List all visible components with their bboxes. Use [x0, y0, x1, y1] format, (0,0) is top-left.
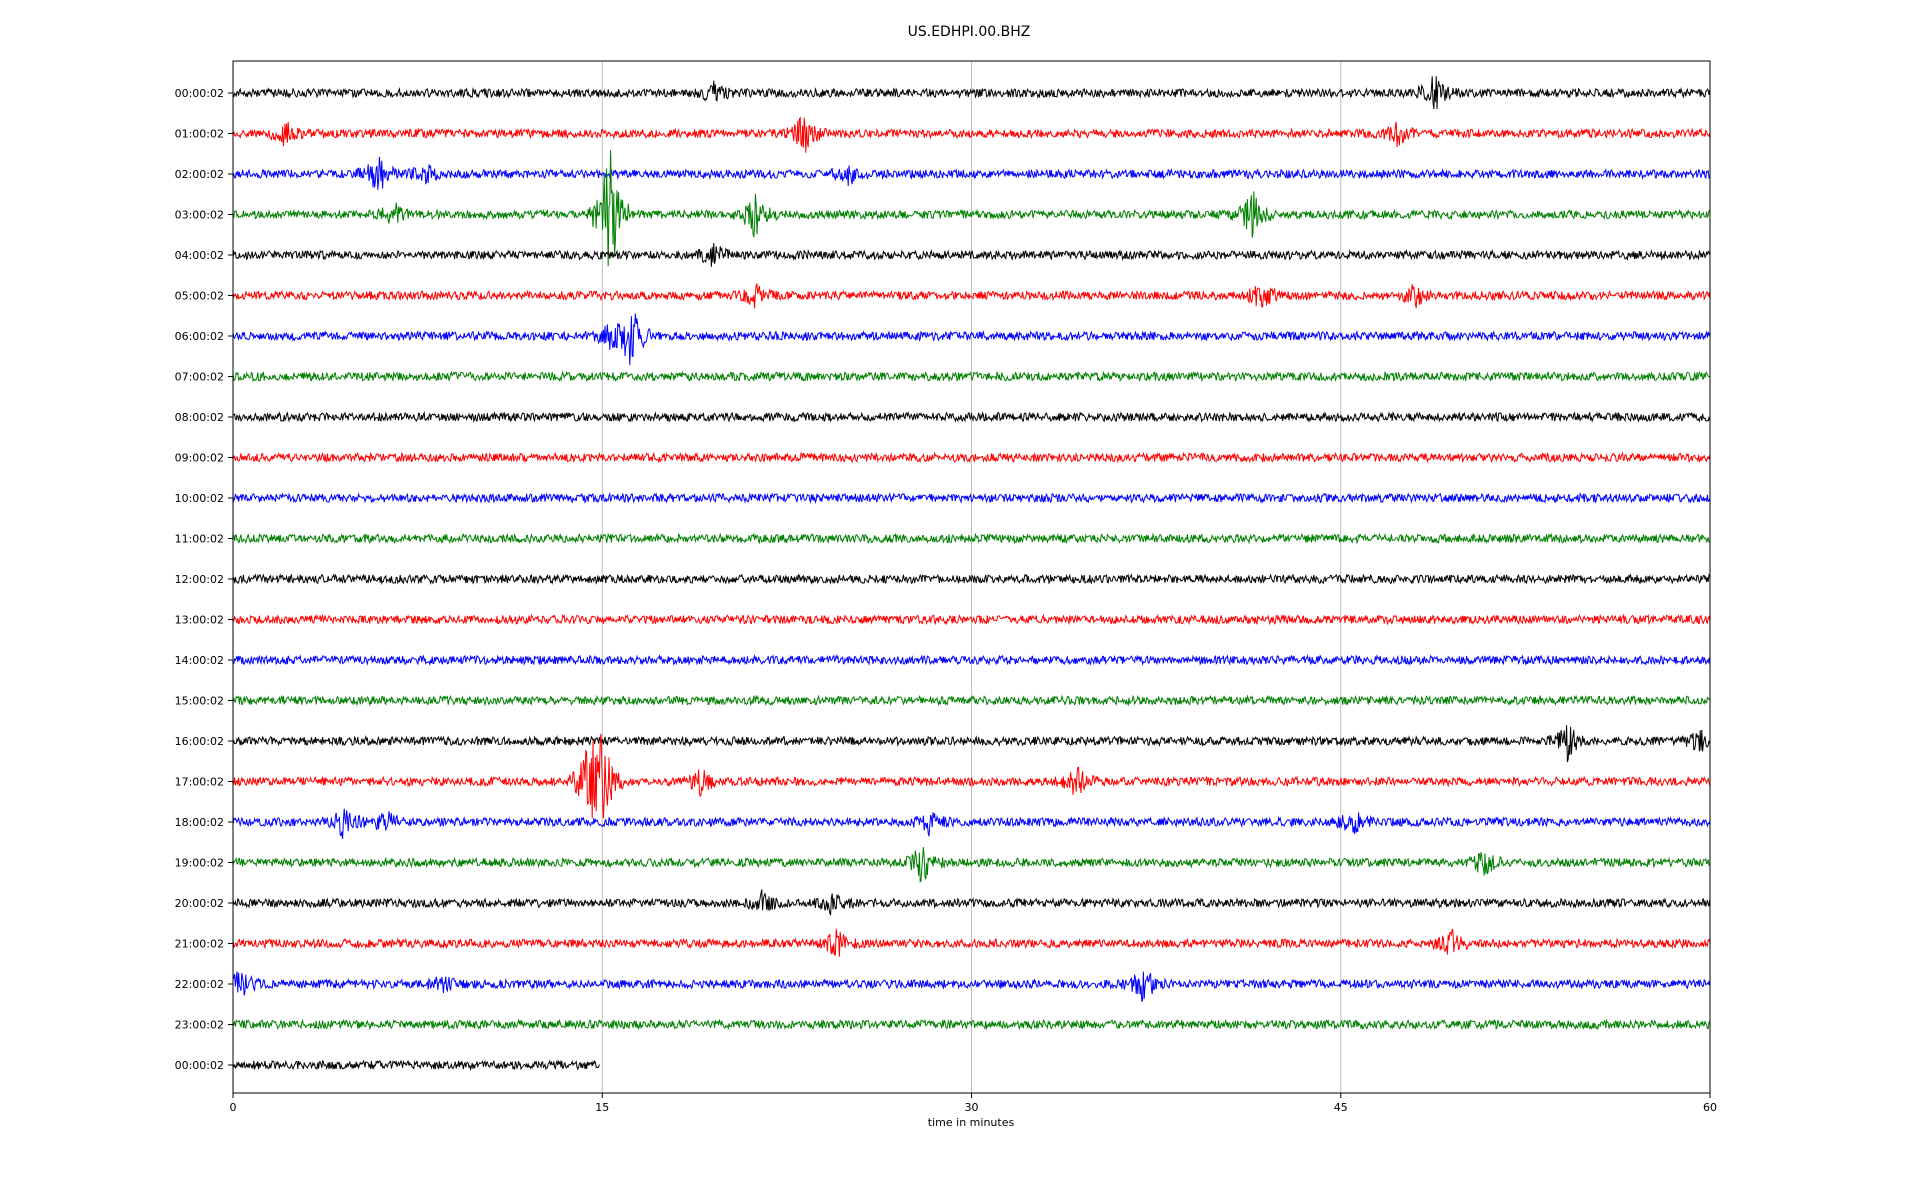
- y-tick-label: 19:00:02: [175, 857, 224, 870]
- trace-row-21: [232, 928, 1711, 957]
- y-tick-label: 00:00:02: [175, 87, 224, 100]
- trace-row-19: [232, 847, 1711, 883]
- x-tick-label: 30: [965, 1101, 979, 1114]
- trace-series: [232, 76, 1711, 1072]
- x-axis-label: time in minutes: [928, 1116, 1015, 1129]
- y-tick-label: 14:00:02: [175, 654, 224, 667]
- trace-row-7: [232, 370, 1711, 383]
- y-tick-label: 04:00:02: [175, 249, 224, 262]
- trace-row-9: [232, 451, 1711, 464]
- plot-frame: [232, 60, 1711, 1094]
- trace-row-17: [233, 733, 1711, 819]
- y-tick-label: 05:00:02: [175, 290, 224, 303]
- trace-row-0: [232, 76, 1711, 110]
- y-tick-label: 09:00:02: [175, 452, 224, 465]
- chart-title: US.EDHPI.00.BHZ: [908, 24, 1031, 40]
- trace-row-16: [232, 725, 1711, 763]
- trace-row-12: [232, 573, 1711, 586]
- y-tick-label: 10:00:02: [175, 492, 224, 505]
- y-tick-label: 21:00:02: [175, 938, 224, 951]
- trace-row-8: [232, 410, 1711, 423]
- y-tick-label: 20:00:02: [175, 897, 224, 910]
- x-tick-label: 45: [1334, 1101, 1348, 1114]
- y-tick-label: 17:00:02: [175, 776, 224, 789]
- y-tick-label: 12:00:02: [175, 573, 224, 586]
- trace-row-3: [233, 149, 1711, 267]
- trace-row-24: [232, 1059, 600, 1072]
- y-axis-ticks: 00:00:02 01:00:02 02:00:02 03:00:02 04:00:02…: [175, 87, 233, 1072]
- x-tick-label: 15: [595, 1101, 609, 1114]
- trace-row-14: [232, 653, 1711, 667]
- x-tick-label: 0: [230, 1101, 237, 1114]
- y-tick-label: 01:00:02: [175, 128, 224, 141]
- trace-row-23: [232, 1018, 1711, 1031]
- trace-row-5: [232, 282, 1711, 309]
- trace-row-2: [232, 156, 1711, 190]
- trace-row-11: [232, 532, 1710, 545]
- y-tick-label: 16:00:02: [175, 735, 224, 748]
- y-tick-label: 13:00:02: [175, 614, 224, 627]
- y-tick-label: 11:00:02: [175, 533, 224, 546]
- y-tick-label: 18:00:02: [175, 816, 224, 829]
- y-tick-label: 23:00:02: [175, 1019, 224, 1032]
- x-tick-label: 60: [1703, 1101, 1717, 1114]
- y-tick-label: 07:00:02: [175, 371, 224, 384]
- trace-row-18: [232, 808, 1711, 839]
- y-tick-label: 00:00:02: [175, 1059, 224, 1072]
- y-tick-label: 06:00:02: [175, 330, 224, 343]
- trace-row-10: [232, 491, 1711, 504]
- trace-row-6: [232, 313, 1711, 366]
- trace-row-4: [232, 242, 1711, 267]
- x-axis-ticks: 0 15 30 45 60: [230, 1093, 1717, 1114]
- y-tick-label: 08:00:02: [175, 411, 224, 424]
- trace-row-1: [232, 116, 1711, 153]
- trace-row-13: [232, 613, 1711, 626]
- trace-row-22: [232, 971, 1711, 1002]
- trace-row-15: [232, 694, 1711, 707]
- y-tick-label: 15:00:02: [175, 695, 224, 708]
- trace-row-20: [232, 889, 1711, 916]
- y-tick-label: 22:00:02: [175, 978, 224, 991]
- y-tick-label: 03:00:02: [175, 209, 224, 222]
- y-tick-label: 02:00:02: [175, 168, 224, 181]
